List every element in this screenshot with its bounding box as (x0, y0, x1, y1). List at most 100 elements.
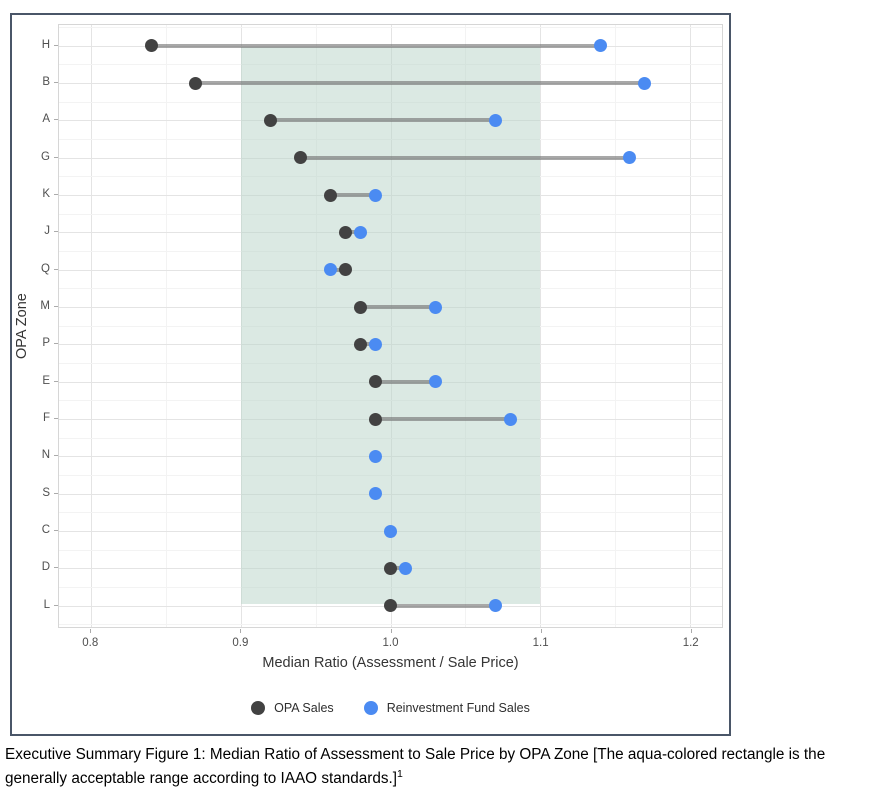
connector-F (375, 417, 511, 422)
x-tick-label-1.0: 1.0 (382, 637, 399, 649)
x-tick-mark-1.1 (540, 629, 542, 633)
y-tick-label-H: H (41, 38, 50, 51)
connector-H (151, 43, 600, 48)
y-tick-label-E: E (42, 374, 50, 387)
opa-sales-dot-K (324, 188, 338, 202)
y-tick-label-D: D (41, 561, 50, 574)
x-tick-label-1.1: 1.1 (532, 637, 549, 649)
y-tick-label-F: F (42, 412, 50, 425)
reinvestment-fund-dot-S (369, 487, 383, 501)
y-tick-mark-M (54, 306, 58, 308)
y-tick-mark-C (54, 530, 58, 532)
connector-A (270, 118, 496, 123)
legend-dot-opa-sales (251, 701, 266, 715)
y-tick-label-A: A (42, 113, 50, 126)
connector-B (195, 81, 645, 86)
figure-frame: OPA Zone Median Ratio (Assessment / Sale… (10, 13, 731, 736)
y-tick-label-Q: Q (41, 262, 50, 275)
gridline-y-minor (59, 27, 722, 29)
reinvestment-fund-dot-N (369, 449, 383, 463)
y-tick-mark-J (54, 231, 58, 233)
caption-footnote-mark: 1 (397, 767, 403, 780)
opa-sales-dot-J (339, 225, 353, 239)
y-tick-label-M: M (40, 300, 50, 313)
y-tick-mark-K (54, 194, 58, 196)
legend-label-opa-sales: OPA Sales (274, 701, 334, 715)
reinvestment-fund-dot-J (354, 225, 368, 239)
y-tick-label-K: K (42, 188, 50, 201)
reinvestment-fund-dot-E (428, 375, 442, 389)
x-tick-label-0.8: 0.8 (82, 637, 99, 649)
y-tick-mark-Q (54, 268, 58, 270)
y-tick-mark-S (54, 492, 58, 494)
connector-M (360, 305, 436, 310)
reinvestment-fund-dot-F (503, 412, 517, 426)
reinvestment-fund-dot-G (623, 151, 637, 165)
opa-sales-dot-A (264, 113, 278, 127)
legend-item-opa-sales: OPA Sales (251, 701, 334, 715)
y-tick-mark-H (54, 44, 58, 46)
reinvestment-fund-dot-L (488, 599, 502, 613)
opa-sales-dot-G (294, 151, 308, 165)
reinvestment-fund-dot-Q (324, 263, 338, 277)
y-tick-mark-D (54, 567, 58, 569)
reinvestment-fund-dot-C (384, 524, 397, 538)
legend: OPA Sales Reinvestment Fund Sales (58, 698, 723, 718)
opa-sales-dot-P (354, 337, 368, 351)
opa-sales-dot-F (369, 412, 383, 426)
opa-sales-dot-B (189, 76, 203, 90)
connector-D (390, 566, 406, 571)
caption-line-1: Executive Summary Figure 1: Median Ratio… (5, 746, 826, 763)
y-tick-mark-G (54, 156, 58, 158)
connector-K (330, 193, 376, 198)
y-tick-label-C: C (41, 524, 50, 537)
opa-sales-dot-M (354, 300, 368, 314)
connector-L (390, 603, 496, 608)
caption-line-2: generally acceptable range according to … (5, 769, 398, 787)
reinvestment-fund-dot-P (369, 337, 383, 351)
y-tick-mark-A (54, 119, 58, 121)
iaao-acceptable-range-band (240, 47, 541, 604)
opa-sales-dot-E (369, 375, 383, 389)
connector-P (360, 342, 376, 347)
connector-Q (330, 267, 346, 272)
y-tick-mark-P (54, 343, 58, 345)
x-tick-mark-1.2 (690, 629, 692, 633)
opa-sales-dot-Q (339, 263, 353, 277)
connector-J (345, 230, 361, 235)
connector-G (300, 155, 630, 160)
x-tick-label-1.2: 1.2 (682, 637, 699, 649)
reinvestment-fund-dot-D (398, 561, 412, 575)
gridline-y-minor (59, 624, 722, 626)
legend-item-reinvestment-fund-sales: Reinvestment Fund Sales (363, 701, 530, 715)
opa-sales-dot-L (384, 599, 397, 613)
x-tick-mark-0.8 (90, 629, 92, 633)
y-tick-label-L: L (43, 598, 50, 611)
x-axis-title: Median Ratio (Assessment / Sale Price) (262, 655, 519, 671)
legend-label-reinvestment-fund-sales: Reinvestment Fund Sales (386, 701, 530, 715)
y-tick-mark-B (54, 82, 58, 84)
figure-caption: Executive Summary Figure 1: Median Ratio… (5, 743, 885, 790)
connector-E (375, 379, 436, 384)
plot-panel (58, 24, 723, 628)
x-tick-mark-0.9 (240, 629, 242, 633)
opa-sales-dot-H (144, 39, 158, 53)
reinvestment-fund-dot-B (638, 76, 652, 90)
y-tick-label-N: N (41, 449, 50, 462)
y-tick-label-S: S (42, 486, 50, 499)
reinvestment-fund-dot-A (488, 113, 502, 127)
reinvestment-fund-dot-M (428, 300, 442, 314)
y-tick-label-P: P (42, 337, 50, 350)
y-tick-mark-N (54, 455, 58, 457)
y-tick-label-B: B (42, 76, 50, 89)
x-tick-label-0.9: 0.9 (232, 637, 249, 649)
reinvestment-fund-dot-H (593, 39, 607, 53)
y-tick-mark-L (54, 604, 58, 606)
y-tick-mark-E (54, 380, 58, 382)
opa-sales-dot-D (384, 561, 397, 575)
y-tick-label-G: G (41, 150, 50, 163)
y-tick-mark-F (54, 418, 58, 420)
x-tick-mark-1.0 (390, 629, 392, 633)
y-tick-label-J: J (44, 225, 50, 238)
